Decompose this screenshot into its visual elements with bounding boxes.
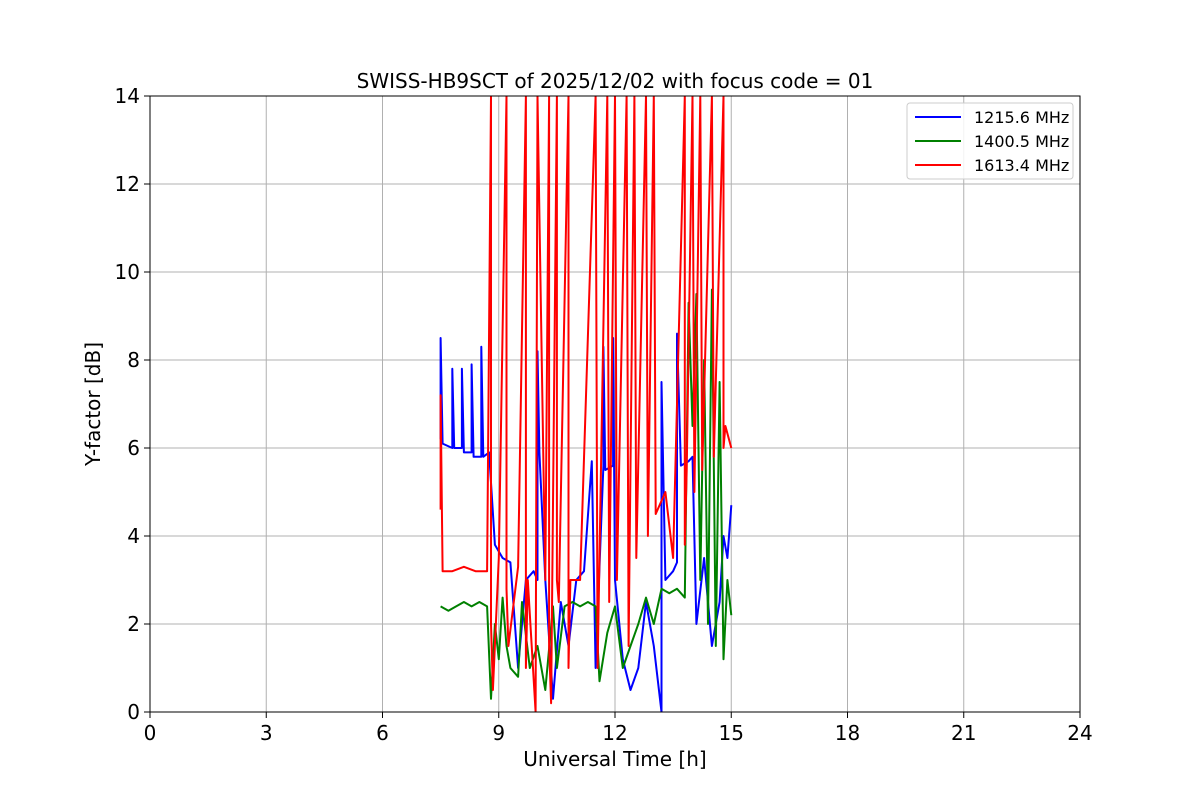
x-tick-label: 18 [835, 721, 860, 745]
x-tick-label: 21 [951, 721, 976, 745]
x-axis-label: Universal Time [h] [523, 747, 706, 771]
legend-label-1613: 1613.4 MHz [974, 156, 1069, 175]
y-tick-label: 4 [127, 524, 140, 548]
y-tick-label: 12 [115, 172, 140, 196]
y-axis-label: Y-factor [dB] [81, 342, 105, 467]
x-tick-label: 9 [492, 721, 505, 745]
x-tick-label: 15 [719, 721, 744, 745]
y-tick-label: 14 [115, 84, 140, 108]
legend-label-1400: 1400.5 MHz [974, 132, 1069, 151]
y-tick-label: 8 [127, 348, 140, 372]
x-tick-label: 12 [602, 721, 627, 745]
legend-box [906, 102, 1074, 180]
x-tick-label: 0 [144, 721, 157, 745]
y-tick-label: 10 [115, 260, 140, 284]
legend: 1215.6 MHz 1400.5 MHz 1613.4 MHz [906, 102, 1074, 180]
y-tick-label: 2 [127, 612, 140, 636]
x-tick-label: 24 [1067, 721, 1092, 745]
legend-label-1215: 1215.6 MHz [974, 108, 1069, 127]
series-layer [439, 96, 733, 712]
y-tick-label: 0 [127, 700, 140, 724]
chart-title: SWISS-HB9SCT of 2025/12/02 with focus co… [357, 69, 874, 93]
x-tick-label: 6 [376, 721, 389, 745]
x-tick-label: 3 [260, 721, 273, 745]
series-1613-line [439, 96, 733, 712]
y-tick-label: 6 [127, 436, 140, 460]
